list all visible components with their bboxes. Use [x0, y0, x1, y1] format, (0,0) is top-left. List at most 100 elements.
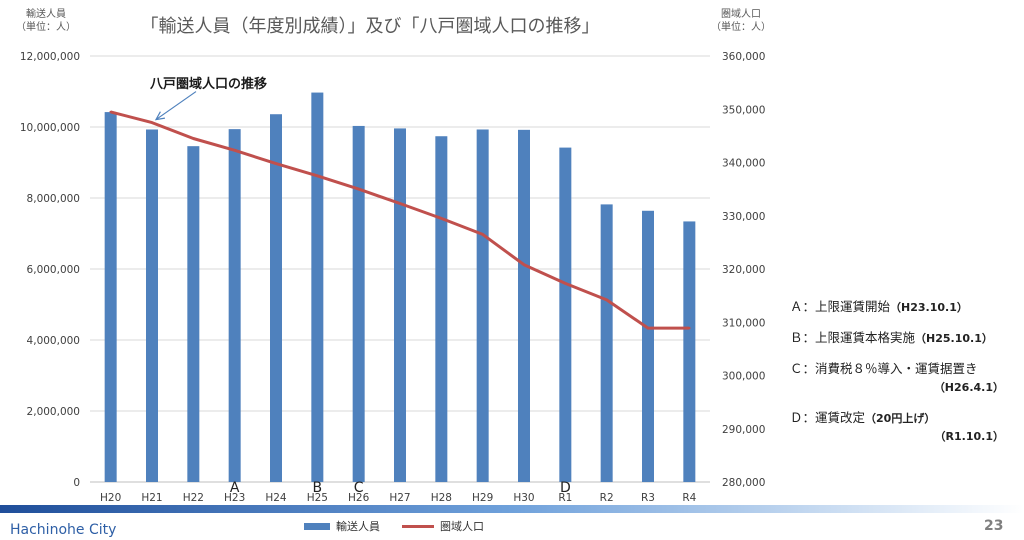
footer-city: Hachinohe City	[10, 522, 117, 538]
note-a: Ａ：上限運賃開始（H23.10.1）	[790, 296, 1010, 315]
line-point	[109, 110, 112, 114]
y-left-tick-label: 0	[73, 477, 80, 489]
x-tick-label: H21	[141, 492, 162, 504]
page-number: 23	[984, 518, 1004, 534]
x-tick-label: H30	[513, 492, 534, 504]
line-point	[522, 263, 526, 266]
x-tick-label: H23	[224, 492, 245, 504]
left-axis-caption-line: 輸送人員	[26, 9, 66, 20]
note-date: （H26.4.1）	[933, 381, 1004, 394]
annotation-label: 八戸圏域人口の推移	[149, 76, 267, 92]
line-point	[192, 137, 195, 140]
line-point	[150, 121, 154, 124]
note-text: Ｃ：消費税８％導入・運賃据置き	[790, 361, 978, 376]
note-text: Ａ：上限運賃開始	[790, 299, 891, 314]
note-detail: （20円上げ）	[865, 412, 936, 425]
x-tick-label: H26	[348, 492, 370, 504]
line-point	[646, 326, 650, 330]
line-point	[274, 162, 278, 165]
x-tick-label: H22	[183, 492, 204, 504]
bar	[600, 204, 613, 482]
bar	[352, 125, 365, 482]
y-left-tick-label: 4,000,000	[27, 335, 80, 347]
line-point	[481, 233, 484, 236]
bar	[476, 129, 489, 483]
x-tick-label: R4	[682, 492, 696, 504]
y-left-tick-label: 2,000,000	[27, 406, 80, 418]
right-axis-caption-unit: （単位：人）	[711, 22, 771, 33]
y-left-tick-label: 6,000,000	[27, 264, 80, 276]
annotation-arrow-head	[154, 111, 165, 121]
y-right-tick-label: 300,000	[722, 371, 765, 383]
bar	[559, 147, 572, 482]
bar	[228, 129, 241, 482]
bar	[435, 136, 448, 483]
event-marker: D	[560, 480, 571, 496]
bar	[146, 129, 158, 483]
x-tick-label: H20	[100, 492, 121, 504]
legend-label-line: 圏域人口	[440, 520, 484, 533]
chart-title: 「輸送人員（年度別成績）」及び「八戸圏域人口の推移」	[140, 16, 600, 37]
chart-legend: 輸送人員 圏域人口	[304, 518, 506, 534]
line-point	[357, 187, 360, 191]
y-right-tick-label: 320,000	[722, 264, 765, 276]
legend-swatch-bar	[304, 522, 330, 530]
line-point	[440, 217, 443, 220]
bar	[311, 92, 324, 482]
line-point	[398, 202, 402, 205]
annotation-arrow-shaft	[155, 91, 197, 121]
bar	[394, 128, 406, 483]
bar	[104, 112, 117, 482]
bar	[642, 210, 654, 482]
y-right-tick-label: 330,000	[722, 211, 765, 223]
note-c: Ｃ：消費税８％導入・運賃据置き （H26.4.1）	[790, 358, 1010, 395]
bar	[187, 146, 200, 483]
y-right-tick-label: 360,000	[722, 51, 765, 63]
note-date: （H23.10.1）	[890, 301, 968, 314]
legend-swatch-line	[402, 524, 434, 528]
y-right-tick-label: 340,000	[722, 158, 765, 170]
y-right-tick-label: 350,000	[722, 104, 765, 116]
bar	[270, 114, 282, 482]
note-date: （H25.10.1）	[915, 332, 993, 345]
right-axis-caption-line: 圏域人口	[721, 9, 761, 20]
left-axis-caption-unit: （単位：人）	[16, 22, 76, 33]
y-right-tick-label: 280,000	[722, 477, 765, 489]
x-tick-label: H25	[307, 492, 328, 504]
right-axis-caption: 圏域人口 （単位：人）	[708, 8, 774, 34]
line-point	[605, 298, 608, 302]
footer-band	[0, 505, 1024, 513]
event-marker: B	[313, 480, 323, 496]
note-b: Ｂ：上限運賃本格実施（H25.10.1）	[790, 327, 1010, 346]
y-left-tick-label: 12,000,000	[20, 51, 80, 63]
note-d: Ｄ：運賃改定（20円上げ） （R1.10.1）	[790, 407, 1010, 444]
x-tick-label: H28	[431, 492, 452, 504]
y-left-tick-label: 10,000,000	[20, 122, 80, 134]
y-right-tick-label: 310,000	[722, 317, 765, 329]
note-text: Ｂ：上限運賃本格実施	[790, 330, 916, 345]
left-axis-caption: 輸送人員 （単位：人）	[16, 8, 76, 34]
line-point	[564, 282, 567, 285]
x-tick-label: R1	[558, 492, 572, 504]
bar	[518, 129, 530, 482]
line-point	[233, 149, 236, 152]
y-left-tick-label: 8,000,000	[27, 193, 80, 205]
note-text: Ｄ：運賃改定	[790, 410, 866, 425]
line-point	[316, 174, 319, 178]
x-tick-label: H27	[389, 492, 410, 504]
legend-label-bars: 輸送人員	[336, 520, 380, 533]
legend-item-bars: 輸送人員	[304, 518, 380, 534]
event-notes: Ａ：上限運賃開始（H23.10.1） Ｂ：上限運賃本格実施（H25.10.1） …	[790, 296, 1010, 456]
x-tick-label: R3	[641, 492, 655, 504]
x-tick-label: H24	[265, 492, 287, 504]
event-marker: C	[354, 480, 364, 496]
legend-item-line: 圏域人口	[402, 518, 484, 534]
x-tick-label: R2	[600, 492, 614, 504]
bar	[683, 221, 696, 482]
note-date: （R1.10.1）	[934, 430, 1004, 443]
event-marker: A	[230, 480, 240, 496]
x-tick-label: H29	[472, 492, 493, 504]
line-point	[688, 326, 691, 330]
